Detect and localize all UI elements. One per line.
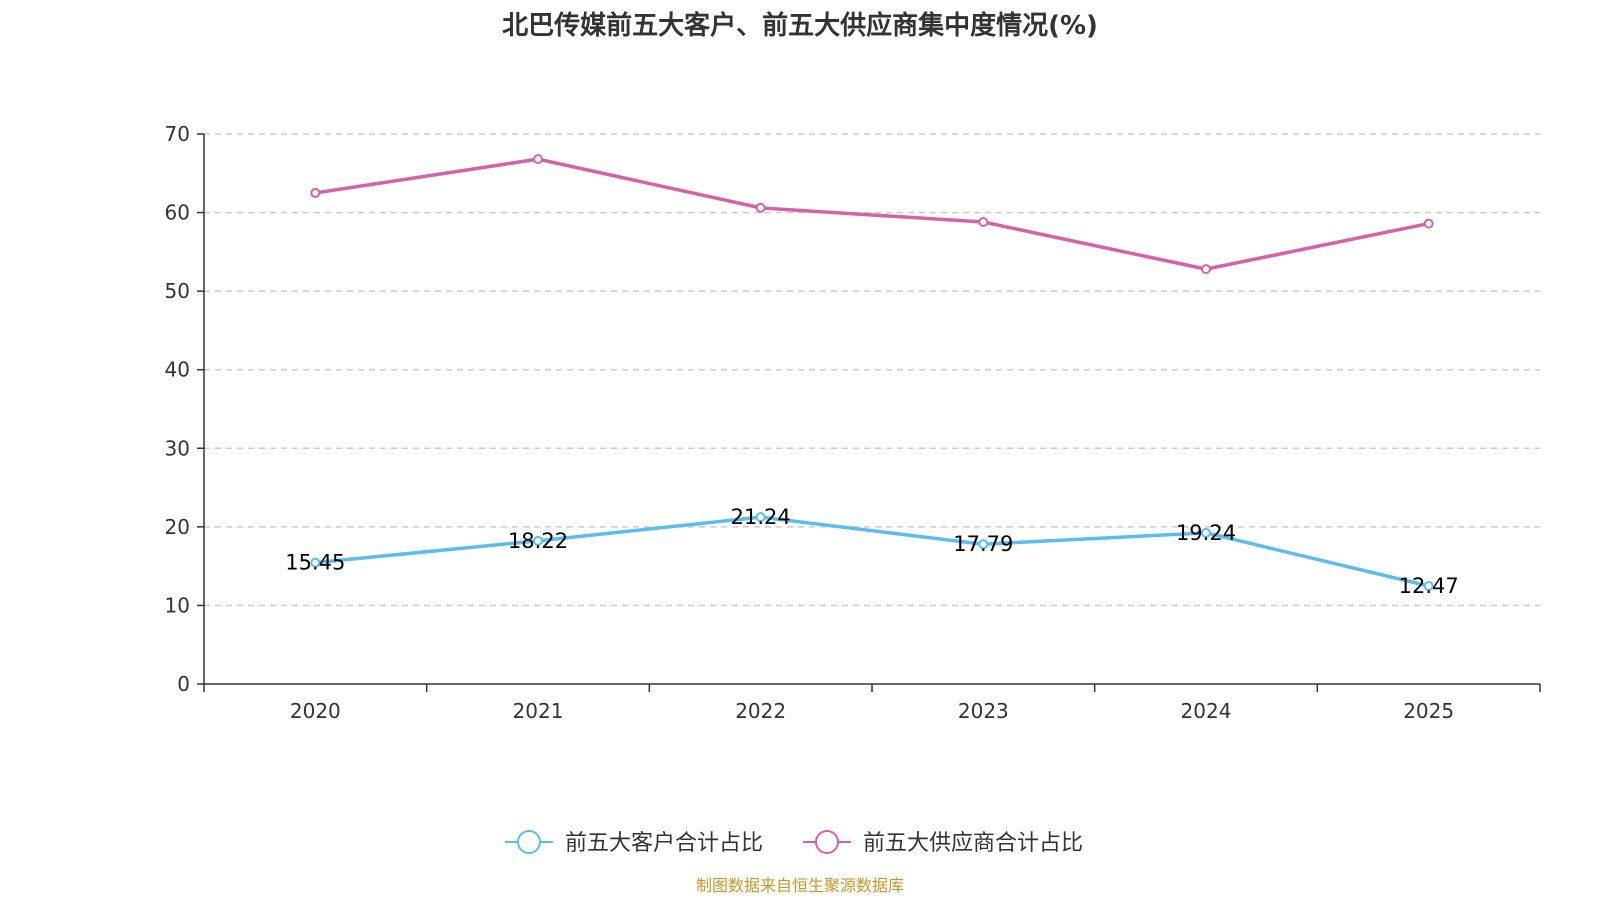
x-tick-label: 2021 <box>513 699 564 723</box>
legend-item[interactable]: 前五大供应商合计占比 <box>803 830 1083 856</box>
y-tick-label: 40 <box>165 358 190 382</box>
series-line <box>315 157 1430 271</box>
data-point[interactable] <box>755 202 766 213</box>
series-line <box>315 515 1430 588</box>
y-tick-label: 70 <box>165 122 190 146</box>
y-tick-label: 50 <box>165 279 190 303</box>
data-point[interactable] <box>1423 581 1434 592</box>
data-point[interactable] <box>533 535 543 546</box>
data-point[interactable] <box>533 154 543 165</box>
y-tick-label: 20 <box>165 515 190 539</box>
x-axis-ticks: 2020 2021 2022 2023 2024 2025 <box>203 684 1541 723</box>
data-point[interactable] <box>1201 527 1211 538</box>
legend-label: 前五大供应商合计占比 <box>863 831 1083 856</box>
x-tick-label: 2022 <box>735 699 786 723</box>
data-label: 21.24 <box>731 505 791 529</box>
y-tick-label: 0 <box>177 672 190 696</box>
y-tick-label: 10 <box>165 593 190 617</box>
data-point[interactable] <box>755 512 766 523</box>
data-label: 12.47 <box>1399 574 1459 598</box>
legend-marker <box>517 830 541 854</box>
data-label: 15.45 <box>285 551 345 575</box>
source-note: 制图数据来自恒生聚源数据库 <box>696 876 904 895</box>
y-tick-label: 30 <box>165 436 190 460</box>
data-point[interactable] <box>1201 264 1211 275</box>
x-tick-label: 2020 <box>290 699 341 723</box>
data-point[interactable] <box>978 217 989 227</box>
data-labels: 15.45 18.22 21.24 17.79 19.24 12.47 <box>285 505 1458 598</box>
data-point[interactable] <box>310 187 321 198</box>
legend-marker <box>815 830 839 854</box>
y-axis-ticks: 0 10 20 30 40 50 60 70 <box>165 122 204 696</box>
y-tick-label: 60 <box>165 201 190 225</box>
legend[interactable]: 前五大客户合计占比 前五大供应商合计占比 <box>505 830 1083 856</box>
series-group <box>310 154 1434 592</box>
legend-label: 前五大客户合计占比 <box>565 831 763 856</box>
chart-title: 北巴传媒前五大客户、前五大供应商集中度情况(%) <box>502 10 1098 41</box>
data-point[interactable] <box>978 539 989 550</box>
x-tick-label: 2024 <box>1181 699 1232 723</box>
data-label: 19.24 <box>1176 521 1236 545</box>
x-tick-label: 2023 <box>958 699 1009 723</box>
data-label: 17.79 <box>953 532 1013 556</box>
data-point[interactable] <box>1423 218 1434 229</box>
data-label: 18.22 <box>508 529 568 553</box>
x-tick-label: 2025 <box>1403 699 1454 723</box>
data-point[interactable] <box>310 557 321 568</box>
grid-lines <box>204 133 1540 607</box>
legend-item[interactable]: 前五大客户合计占比 <box>505 830 763 856</box>
